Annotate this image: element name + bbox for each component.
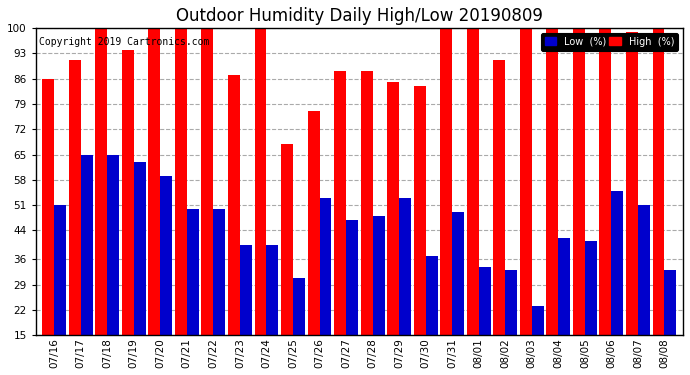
Bar xyxy=(546,28,558,375)
Bar xyxy=(373,216,384,375)
Bar xyxy=(213,209,226,375)
Bar xyxy=(240,245,252,375)
Bar xyxy=(558,238,570,375)
Bar xyxy=(493,60,505,375)
Bar xyxy=(228,75,240,375)
Bar xyxy=(201,28,213,375)
Bar xyxy=(387,82,399,375)
Bar xyxy=(81,154,92,375)
Bar xyxy=(638,205,650,375)
Bar xyxy=(440,28,452,375)
Bar xyxy=(187,209,199,375)
Bar xyxy=(626,32,638,375)
Bar xyxy=(334,71,346,375)
Bar xyxy=(573,28,585,375)
Bar xyxy=(399,198,411,375)
Bar xyxy=(160,176,172,375)
Bar xyxy=(479,267,491,375)
Bar xyxy=(664,270,676,375)
Bar xyxy=(107,154,119,375)
Bar xyxy=(361,71,373,375)
Title: Outdoor Humidity Daily High/Low 20190809: Outdoor Humidity Daily High/Low 20190809 xyxy=(176,7,543,25)
Legend: Low  (%), High  (%): Low (%), High (%) xyxy=(541,33,678,51)
Bar xyxy=(95,28,107,375)
Bar xyxy=(505,270,518,375)
Bar xyxy=(69,60,81,375)
Bar xyxy=(293,278,305,375)
Bar xyxy=(653,28,664,375)
Bar xyxy=(266,245,278,375)
Bar xyxy=(308,111,319,375)
Bar xyxy=(452,212,464,375)
Bar xyxy=(585,242,597,375)
Bar xyxy=(134,162,146,375)
Bar xyxy=(467,28,479,375)
Bar xyxy=(255,28,266,375)
Bar xyxy=(55,205,66,375)
Bar xyxy=(611,191,623,375)
Bar xyxy=(42,78,55,375)
Bar xyxy=(122,50,134,375)
Bar xyxy=(281,144,293,375)
Text: Copyright 2019 Cartronics.com: Copyright 2019 Cartronics.com xyxy=(39,37,209,47)
Bar xyxy=(148,28,160,375)
Bar xyxy=(414,86,426,375)
Bar xyxy=(532,306,544,375)
Bar xyxy=(426,256,437,375)
Bar xyxy=(175,28,187,375)
Bar xyxy=(600,28,611,375)
Bar xyxy=(520,28,532,375)
Bar xyxy=(346,220,358,375)
Bar xyxy=(319,198,331,375)
